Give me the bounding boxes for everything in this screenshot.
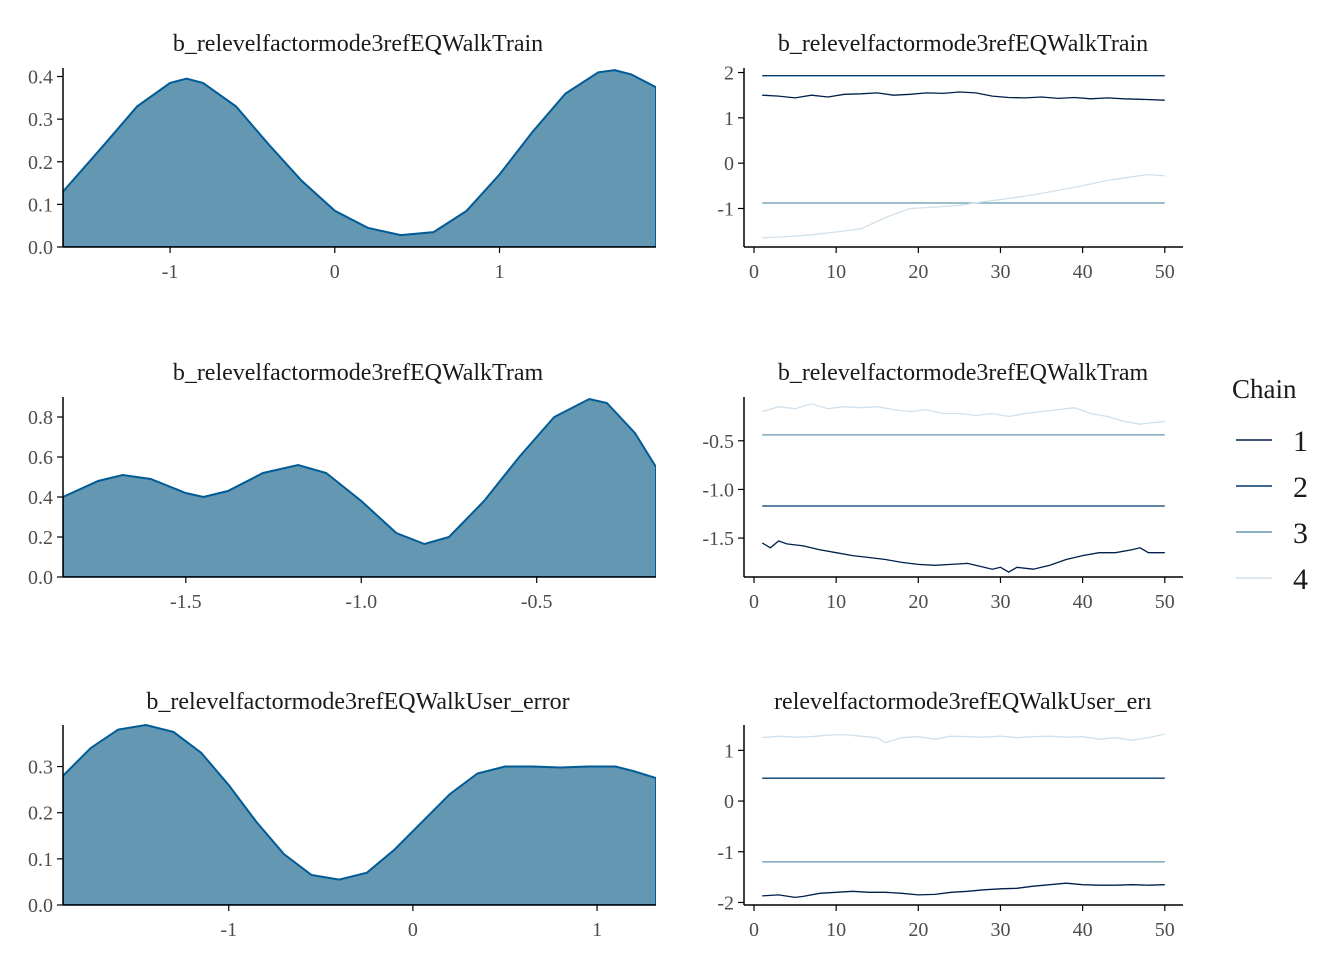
x-tick-label: 20 (908, 261, 928, 283)
x-tick-label: -1.5 (170, 591, 202, 613)
x-tick-label: 40 (1073, 919, 1093, 941)
y-tick-label: 0.2 (28, 152, 53, 174)
y-tick-label: 0.8 (28, 407, 53, 429)
x-tick-label: 20 (908, 919, 928, 941)
panel-title: b_relevelfactormode3refEQWalkUser_error (146, 689, 569, 715)
trace-chain-4 (762, 733, 1165, 744)
x-tick-label: 0 (330, 261, 340, 283)
y-tick-label: -1 (717, 842, 734, 864)
y-tick-label: -1.5 (702, 528, 734, 550)
legend-title: Chain (1232, 374, 1297, 404)
x-tick-label: 20 (908, 591, 928, 613)
y-tick-label: 0.1 (28, 849, 53, 871)
x-tick-label: -1.0 (345, 591, 377, 613)
x-tick-label: 10 (826, 919, 846, 941)
x-tick-label: 10 (826, 591, 846, 613)
x-tick-label: -0.5 (521, 591, 553, 613)
x-tick-label: 50 (1155, 591, 1175, 613)
trace-chain-4 (762, 173, 1165, 239)
panel-title: b_relevelfactormode3refEQWalkTram (173, 360, 544, 386)
x-tick-label: 50 (1155, 261, 1175, 283)
y-tick-label: 0.2 (28, 803, 53, 825)
trace-chain-1 (762, 882, 1165, 899)
panel-5: b_relevelfactormode3refEQWalkUser_error 0… (28, 689, 656, 941)
y-tick-label: 0.0 (28, 237, 53, 259)
y-tick-label: -2 (717, 892, 734, 914)
y-tick-label: 0.1 (28, 194, 53, 216)
panel-2: b_relevelfactormode3refEQWalkTrain-10120… (717, 31, 1183, 283)
panel-1: b_relevelfactormode3refEQWalkTrain 0.0 0.1… (28, 31, 656, 283)
x-tick-label: -1 (162, 261, 179, 283)
y-tick-label: 0.0 (28, 895, 53, 917)
trace-chain-1 (761, 540, 1165, 573)
y-tick-label: 0.4 (28, 487, 53, 509)
legend-label-2: 2 (1293, 471, 1308, 504)
x-tick-label: -1 (220, 919, 237, 941)
legend: Chain 1 2 3 4 (1232, 374, 1308, 596)
density-area (63, 723, 656, 905)
legend-label-3: 3 (1293, 517, 1308, 550)
y-tick-label: -1.0 (702, 479, 734, 501)
density-area (63, 397, 656, 577)
density-area (63, 69, 656, 247)
panel-title: b_relevelfactormode3refEQWalkTram (778, 360, 1149, 386)
y-tick-label: 0.4 (28, 67, 53, 89)
y-tick-label: 2 (724, 63, 734, 85)
panel-4: b_relevelfactormode3refEQWalkTram -1.5 -1.… (702, 360, 1183, 613)
x-tick-label: 10 (826, 261, 846, 283)
y-tick-label: -0.5 (702, 431, 734, 453)
x-tick-label: 1 (592, 919, 602, 941)
y-tick-label: 0.0 (28, 567, 53, 589)
x-tick-label: 30 (990, 591, 1010, 613)
y-tick-label: 1 (724, 108, 734, 130)
trace-chain-4 (762, 403, 1165, 425)
panels-layer: b_relevelfactormode3refEQWalkTrain 0.0 0.1… (28, 31, 1183, 941)
y-tick-label: -1 (717, 198, 734, 220)
panel-title: b_relevelfactormode3refEQWalkTrain (778, 31, 1148, 57)
legend-label-1: 1 (1293, 425, 1308, 458)
y-tick-label: 0.6 (28, 447, 53, 469)
x-tick-label: 50 (1155, 919, 1175, 941)
y-tick-label: 0 (724, 791, 734, 813)
x-tick-label: 0 (749, 261, 759, 283)
x-tick-label: 0 (749, 591, 759, 613)
y-tick-label: 0.3 (28, 757, 53, 779)
x-tick-label: 1 (495, 261, 505, 283)
legend-label-4: 4 (1293, 563, 1308, 596)
x-tick-label: 40 (1073, 591, 1093, 613)
y-tick-label: 1 (724, 740, 734, 762)
panel-3: b_relevelfactormode3refEQWalkTram 0.0 0.2 0… (28, 360, 656, 613)
y-tick-label: 0 (724, 153, 734, 175)
y-tick-label: 0.3 (28, 109, 53, 131)
x-tick-label: 30 (990, 919, 1010, 941)
y-tick-label: 0.2 (28, 527, 53, 549)
panel-title: b_relevelfactormode3refEQWalkTrain (173, 31, 543, 57)
panel-6: relevelfactormode3refEQWalkUser_erı -2 -1 0… (717, 689, 1183, 941)
panel-title: relevelfactormode3refEQWalkUser_erı (774, 689, 1152, 715)
x-tick-label: 0 (749, 919, 759, 941)
x-tick-label: 40 (1073, 261, 1093, 283)
trace-chain-1 (762, 91, 1165, 101)
x-tick-label: 0 (408, 919, 418, 941)
x-tick-label: 30 (990, 261, 1010, 283)
